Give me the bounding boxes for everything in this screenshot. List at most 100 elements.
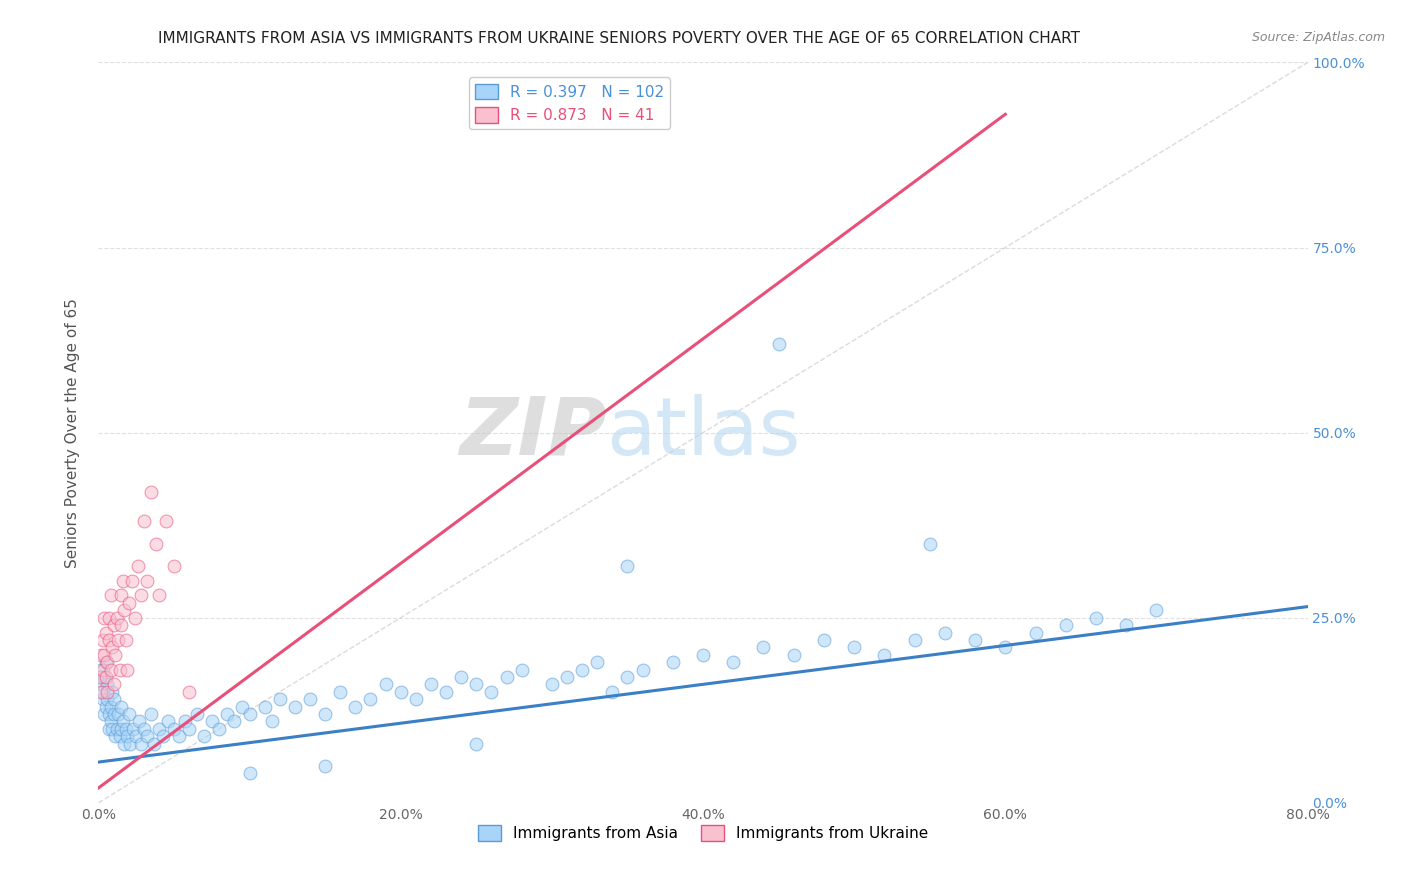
- Point: [115, 663, 138, 677]
- Point: [555, 670, 578, 684]
- Point: [103, 692, 125, 706]
- Point: [269, 692, 291, 706]
- Point: [904, 632, 927, 647]
- Point: [100, 714, 122, 729]
- Point: [215, 706, 238, 721]
- Point: [193, 729, 215, 743]
- Point: [103, 618, 125, 632]
- Point: [125, 729, 148, 743]
- Point: [110, 618, 132, 632]
- Point: [132, 722, 155, 736]
- Point: [90, 685, 112, 699]
- Point: [143, 737, 166, 751]
- Point: [768, 336, 790, 351]
- Point: [124, 610, 146, 624]
- Point: [994, 640, 1017, 655]
- Point: [110, 589, 132, 603]
- Point: [94, 670, 117, 684]
- Point: [481, 685, 503, 699]
- Point: [723, 655, 745, 669]
- Point: [239, 706, 262, 721]
- Point: [105, 610, 128, 624]
- Point: [118, 706, 141, 721]
- Point: [616, 558, 638, 573]
- Point: [616, 670, 638, 684]
- Point: [104, 729, 127, 743]
- Text: IMMIGRANTS FROM ASIA VS IMMIGRANTS FROM UKRAINE SENIORS POVERTY OVER THE AGE OF : IMMIGRANTS FROM ASIA VS IMMIGRANTS FROM …: [157, 31, 1080, 46]
- Point: [98, 722, 121, 736]
- Point: [89, 670, 111, 684]
- Point: [135, 729, 157, 743]
- Point: [201, 714, 224, 729]
- Point: [374, 677, 396, 691]
- Point: [253, 699, 276, 714]
- Point: [1144, 603, 1167, 617]
- Point: [112, 603, 135, 617]
- Point: [91, 663, 114, 677]
- Text: ZIP: ZIP: [458, 393, 606, 472]
- Point: [1024, 625, 1046, 640]
- Point: [495, 670, 517, 684]
- Point: [98, 632, 121, 647]
- Point: [586, 655, 609, 669]
- Point: [965, 632, 987, 647]
- Legend: Immigrants from Asia, Immigrants from Ukraine: Immigrants from Asia, Immigrants from Uk…: [471, 819, 935, 847]
- Point: [299, 692, 322, 706]
- Point: [163, 558, 186, 573]
- Point: [420, 677, 443, 691]
- Point: [96, 655, 118, 669]
- Point: [111, 574, 134, 588]
- Point: [602, 685, 624, 699]
- Point: [108, 729, 131, 743]
- Point: [93, 670, 115, 684]
- Point: [94, 625, 117, 640]
- Point: [692, 648, 714, 662]
- Text: Source: ZipAtlas.com: Source: ZipAtlas.com: [1251, 31, 1385, 45]
- Point: [148, 722, 170, 736]
- Point: [167, 729, 190, 743]
- Point: [108, 663, 131, 677]
- Point: [571, 663, 593, 677]
- Point: [631, 663, 654, 677]
- Point: [224, 714, 246, 729]
- Point: [93, 610, 115, 624]
- Point: [510, 663, 533, 677]
- Point: [91, 692, 114, 706]
- Point: [314, 758, 336, 772]
- Point: [103, 677, 125, 691]
- Text: atlas: atlas: [606, 393, 800, 472]
- Point: [96, 692, 118, 706]
- Point: [104, 648, 127, 662]
- Point: [450, 670, 472, 684]
- Point: [173, 714, 195, 729]
- Point: [100, 663, 122, 677]
- Point: [128, 714, 150, 729]
- Point: [127, 558, 149, 573]
- Point: [89, 663, 111, 677]
- Point: [103, 706, 125, 721]
- Point: [105, 722, 128, 736]
- Point: [100, 699, 122, 714]
- Point: [96, 685, 118, 699]
- Point: [873, 648, 896, 662]
- Point: [101, 685, 124, 699]
- Point: [934, 625, 956, 640]
- Point: [1115, 618, 1137, 632]
- Point: [90, 648, 112, 662]
- Point: [122, 722, 145, 736]
- Point: [118, 596, 141, 610]
- Point: [114, 722, 136, 736]
- Point: [96, 677, 118, 691]
- Point: [813, 632, 835, 647]
- Point: [1054, 618, 1077, 632]
- Point: [98, 706, 121, 721]
- Point: [98, 610, 121, 624]
- Point: [179, 722, 201, 736]
- Point: [91, 632, 114, 647]
- Point: [107, 706, 129, 721]
- Point: [434, 685, 457, 699]
- Y-axis label: Seniors Poverty Over the Age of 65: Seniors Poverty Over the Age of 65: [65, 298, 80, 567]
- Point: [783, 648, 806, 662]
- Point: [115, 729, 138, 743]
- Point: [120, 737, 142, 751]
